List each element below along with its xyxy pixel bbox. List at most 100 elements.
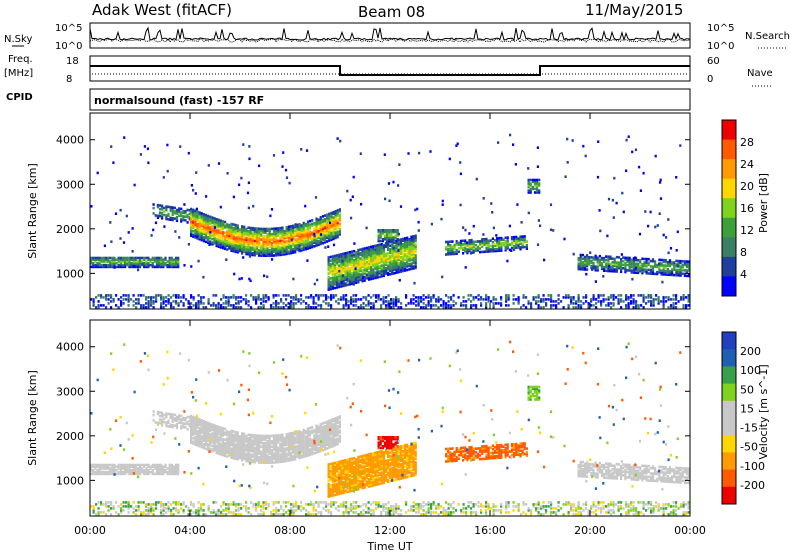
power-echo-cell (376, 276, 379, 279)
power-echo-cell (441, 199, 444, 203)
velocity-echo-cell (243, 443, 246, 446)
velocity-echo-cell (243, 439, 246, 443)
power-echo-cell (95, 306, 98, 309)
power-echo-cell (537, 300, 540, 303)
power-echo-cell (115, 294, 118, 297)
power-echo-cell (125, 214, 128, 218)
power-echo-cell (374, 271, 377, 274)
power-echo-cell (359, 266, 362, 269)
power-echo-cell (357, 277, 360, 280)
power-echo-cell (344, 276, 347, 280)
power-echo-cell (609, 257, 612, 260)
power-echo-cell (410, 248, 413, 251)
velocity-echo-cell (253, 446, 256, 450)
velocity-echo-cell (207, 428, 210, 432)
power-echo-cell (249, 233, 252, 237)
power-echo-cell (361, 274, 364, 278)
power-echo-cell (204, 233, 208, 236)
velocity-echo-cell (300, 436, 303, 440)
power-echo-cell (586, 264, 589, 268)
power-echo-cell (395, 249, 398, 253)
power-echo-cell (294, 225, 297, 229)
velocity-echo-cell (165, 424, 168, 428)
power-echo-cell (94, 260, 97, 263)
power-echo-cell (447, 244, 450, 247)
power-echo-cell (435, 304, 438, 307)
power-echo-cell (172, 294, 175, 297)
power-echo-cell (361, 254, 364, 258)
power-echo-cell (459, 203, 462, 207)
power-echo-cell (497, 141, 500, 144)
velocity-echo-cell (90, 472, 93, 476)
power-echo-cell (361, 247, 364, 251)
power-echo-cell (557, 298, 560, 301)
velocity-echo-cell (304, 438, 307, 442)
power-echo-cell (504, 247, 507, 250)
power-echo-cell (638, 165, 641, 169)
velocity-echo-cell (245, 445, 248, 449)
power-echo-cell (370, 306, 373, 309)
velocity-echo-cell (296, 441, 299, 444)
power-echo-cell (236, 247, 239, 251)
power-echo-cell (485, 241, 488, 244)
power-echo-cell (190, 209, 193, 212)
power-echo-cell (563, 237, 566, 241)
velocity-echo-cell (215, 428, 218, 431)
power-echo-cell (326, 233, 329, 236)
power-echo-cell (340, 272, 343, 276)
power-echo-cell (213, 224, 216, 227)
velocity-echo-cell (300, 433, 303, 436)
power-echo-cell (287, 232, 290, 236)
power-echo-cell (249, 251, 252, 255)
velocity-echo-cell (200, 431, 203, 435)
power-echo-cell (298, 226, 301, 230)
power-echo-cell (594, 268, 597, 272)
power-echo-cell (570, 300, 573, 303)
power-echo-cell (617, 266, 621, 270)
power-echo-cell (323, 228, 327, 232)
power-echo-cell (304, 230, 307, 233)
power-echo-cell (161, 208, 164, 211)
power-echo-cell (427, 296, 430, 299)
power-echo-cell (355, 251, 358, 254)
power-echo-cell (455, 250, 458, 254)
velocity-echo-cell (251, 446, 254, 449)
power-echo-cell (245, 227, 248, 231)
power-echo-cell (182, 216, 185, 220)
velocity-echo-cell (161, 411, 164, 415)
velocity-echo-cell (247, 444, 250, 447)
power-echo-cell (392, 180, 395, 184)
power-echo-cell (192, 213, 195, 217)
power-echo-cell (333, 274, 337, 277)
power-echo-cell (523, 238, 526, 242)
power-echo-cell (370, 265, 373, 268)
power-echo-cell (326, 213, 329, 217)
power-echo-cell (198, 214, 201, 218)
power-echo-cell (673, 273, 676, 277)
power-echo-cell (595, 306, 598, 309)
power-echo-cell (207, 223, 210, 227)
power-echo-cell (122, 294, 125, 297)
power-echo-cell (97, 300, 100, 303)
power-echo-cell (397, 270, 400, 274)
velocity-echo-cell (268, 441, 271, 445)
power-echo-cell (272, 306, 275, 309)
velocity-echo-cell (255, 434, 259, 437)
power-echo-cell (194, 229, 197, 232)
nsearch-tick-bottom: 10^0 (707, 41, 734, 52)
velocity-echo-cell (236, 440, 239, 443)
velocity-echo-cell (241, 453, 244, 457)
power-echo-cell (309, 235, 312, 239)
power-echo-cell (404, 265, 407, 269)
power-echo-cell (226, 239, 229, 242)
power-echo-cell (147, 258, 150, 261)
nave-tick-bottom: 0 (707, 74, 713, 85)
power-echo-cell (355, 294, 358, 297)
velocity-echo-cell (275, 445, 278, 448)
power-echo-cell (221, 225, 225, 228)
power-echo-cell (196, 231, 199, 235)
power-echo-cell (531, 187, 534, 191)
power-echo-cell (332, 212, 335, 216)
power-echo-cell (570, 302, 573, 305)
velocity-echo-cell (155, 472, 159, 476)
